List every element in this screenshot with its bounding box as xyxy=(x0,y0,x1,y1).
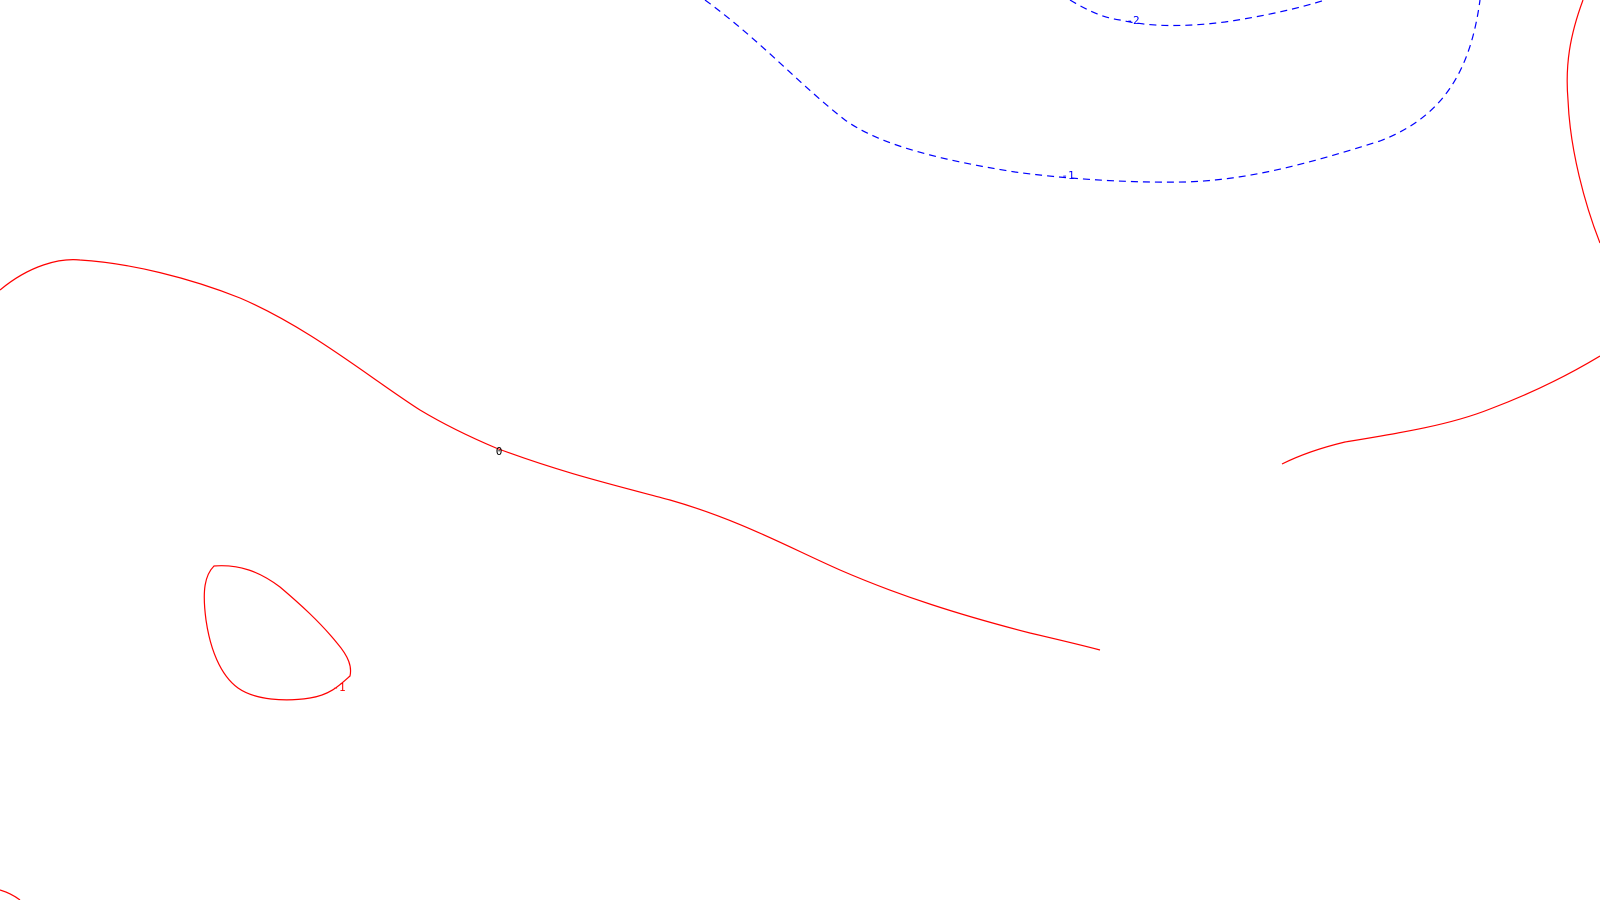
contour-line-zero-right xyxy=(1281,355,1600,465)
contour-line-neg2 xyxy=(1069,0,1326,27)
contour-line-zero xyxy=(0,259,1101,651)
contour-line-right-edge xyxy=(1566,0,1600,244)
contour-line-neg1-dashed xyxy=(704,0,1481,183)
contour-line-neg1-loop xyxy=(203,565,352,701)
contour-label-neg1-loop: -1 xyxy=(332,681,345,694)
contour-label-zero: 0 xyxy=(496,445,503,458)
contour-line-bottom-left xyxy=(0,889,21,900)
contour-label-neg1-dashed: -1 xyxy=(1061,169,1074,182)
contour-label-neg2: -2 xyxy=(1126,14,1139,27)
